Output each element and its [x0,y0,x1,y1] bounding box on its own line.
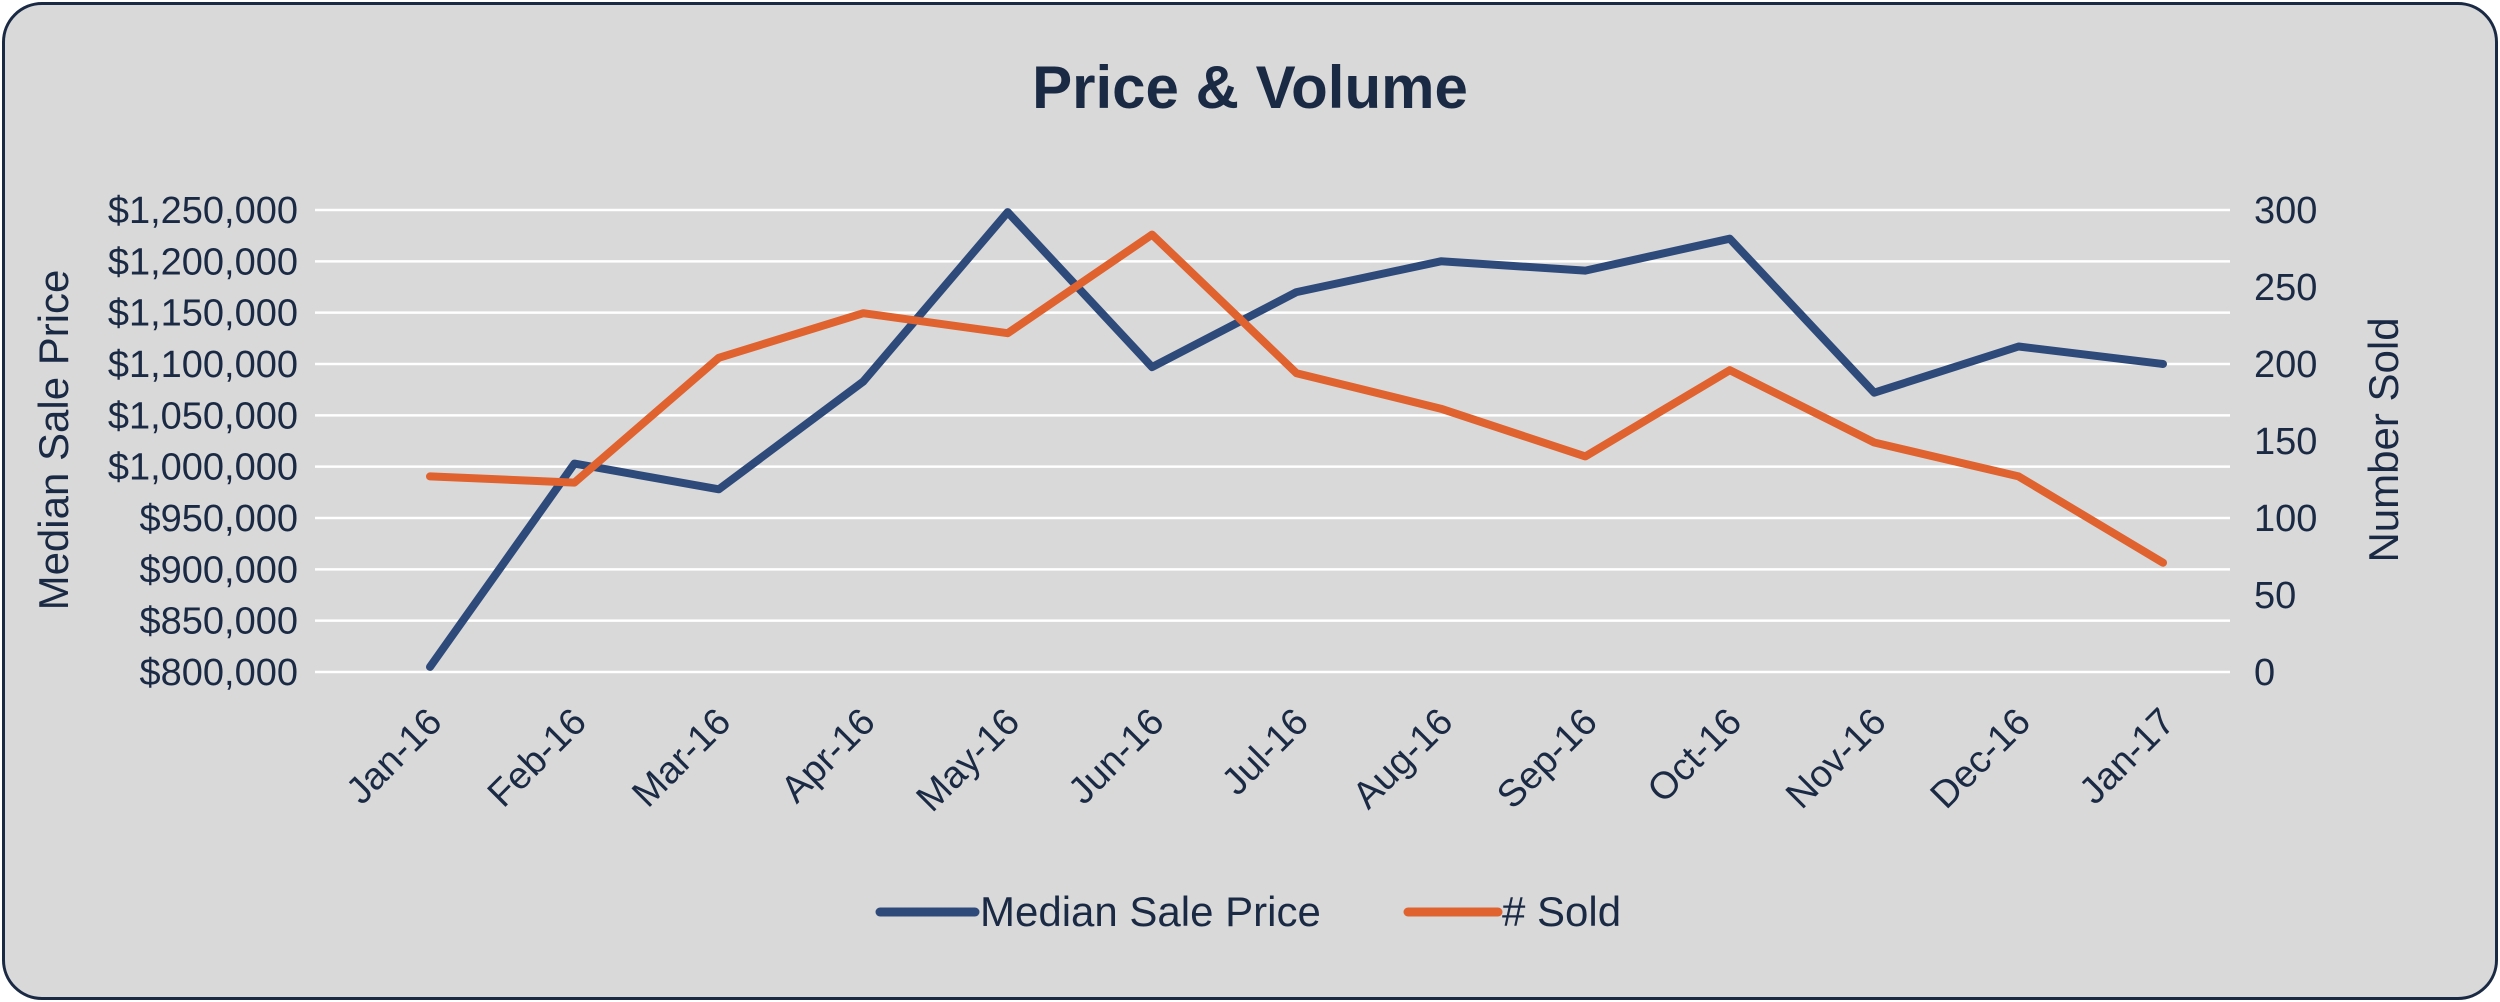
x-tick-label: Jun-16 [1061,701,1173,813]
x-tick-label: Feb-16 [480,701,595,816]
legend-label-number-sold: # Sold [1502,888,1621,935]
x-tick-label: Sep-16 [1489,701,1605,817]
chart-title: Price & Volume [1032,54,1468,121]
x-tick-label: Nov-16 [1778,701,1894,817]
x-tick-label: Jul-16 [1214,701,1317,804]
left-tick-label: $1,050,000 [108,395,298,437]
left-tick-label: $950,000 [140,498,299,540]
x-tick-label: Aug-16 [1345,701,1461,817]
left-tick-label: $1,000,000 [108,447,298,489]
left-tick-label: $1,250,000 [108,190,298,232]
left-tick-label: $1,100,000 [108,344,298,386]
series-line-number-sold [426,230,2167,567]
x-tick-label: Dec-16 [1923,701,2039,817]
left-tick-label: $850,000 [140,601,299,643]
right-tick-label: 100 [2254,498,2317,540]
x-axis-ticks: Jan-16 Feb-16 Mar-16 Apr-16 May-16 Jun-16 Jul-… [338,701,2183,820]
series-lines [426,208,2167,671]
right-axis-ticks: 0 50 100 150 200 250 300 [2254,190,2317,694]
right-axis-title: Number Sold [2360,317,2407,562]
gridlines [315,208,2230,674]
right-tick-label: 200 [2254,344,2317,386]
x-tick-label: Oct-16 [1640,701,1750,811]
left-tick-label: $900,000 [140,549,299,591]
right-tick-label: 250 [2254,267,2317,309]
left-axis-title: Median Sale Price [30,270,77,611]
right-tick-label: 50 [2254,575,2296,617]
right-tick-label: 0 [2254,652,2275,694]
x-tick-label: Mar-16 [624,701,739,816]
right-tick-label: 150 [2254,421,2317,463]
series-line-median-sale-price [426,208,2167,671]
x-tick-label: Apr-16 [773,701,883,811]
left-tick-label: $1,150,000 [108,293,298,335]
left-tick-label: $1,200,000 [108,241,298,283]
legend-label-median-sale-price: Median Sale Price [980,888,1321,935]
left-tick-label: $800,000 [140,652,299,694]
x-tick-label: Jan-17 [2071,701,2183,813]
left-axis-ticks: $800,000 $850,000 $900,000 $950,000 $1,000,0… [108,190,298,694]
right-tick-label: 300 [2254,190,2317,232]
x-tick-label: May-16 [909,701,1028,820]
legend: Median Sale Price # Sold [875,888,1621,935]
x-tick-label: Jan-16 [338,701,450,813]
